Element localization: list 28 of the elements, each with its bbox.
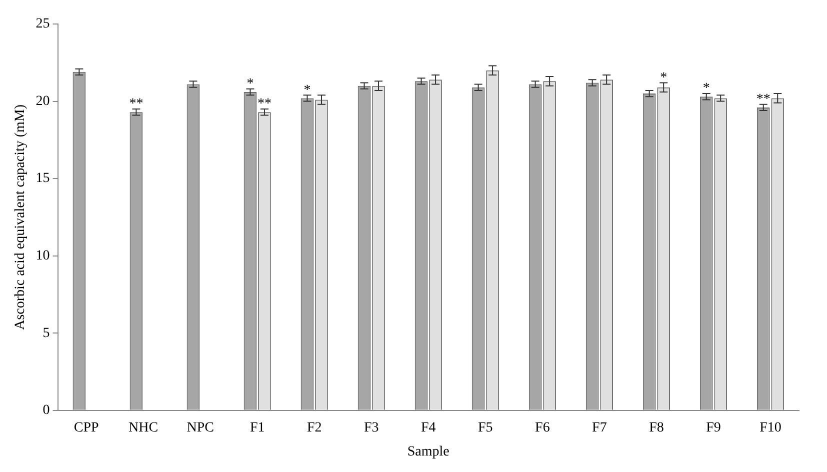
annotation: * — [702, 81, 710, 96]
x-tick-label: F2 — [306, 420, 322, 436]
x-tick-label: F9 — [706, 420, 721, 436]
annotation: ** — [129, 96, 144, 112]
annotation: * — [246, 76, 254, 92]
x-tick-label: F10 — [760, 420, 782, 436]
x-tick-label: NPC — [186, 420, 214, 436]
annotation: * — [304, 82, 311, 98]
y-tick-label: 5 — [42, 326, 50, 341]
x-axis-title: Sample — [407, 444, 450, 460]
y-axis-title: Ascorbic acid equivalent capacity (mM) — [13, 104, 28, 330]
x-tick-label: NHC — [128, 420, 158, 436]
x-tick-label: F7 — [592, 420, 607, 436]
annotation: ** — [756, 92, 770, 108]
x-tick-label: F6 — [535, 420, 550, 436]
x-tick-label: F5 — [478, 420, 493, 436]
annotation: ** — [257, 96, 272, 112]
x-tick-label: F8 — [649, 420, 664, 436]
y-tick-label: 10 — [36, 248, 50, 264]
y-tick-label: 25 — [36, 16, 50, 32]
x-tick-label: F1 — [250, 420, 265, 436]
x-tick-label: F4 — [421, 420, 436, 436]
y-tick-label: 15 — [36, 171, 50, 186]
x-tick-label: CPP — [74, 420, 99, 436]
y-tick-label: 0 — [42, 403, 50, 418]
annotation: * — [660, 70, 668, 86]
x-tick-label: F3 — [364, 420, 379, 436]
y-tick-label: 20 — [36, 94, 50, 109]
